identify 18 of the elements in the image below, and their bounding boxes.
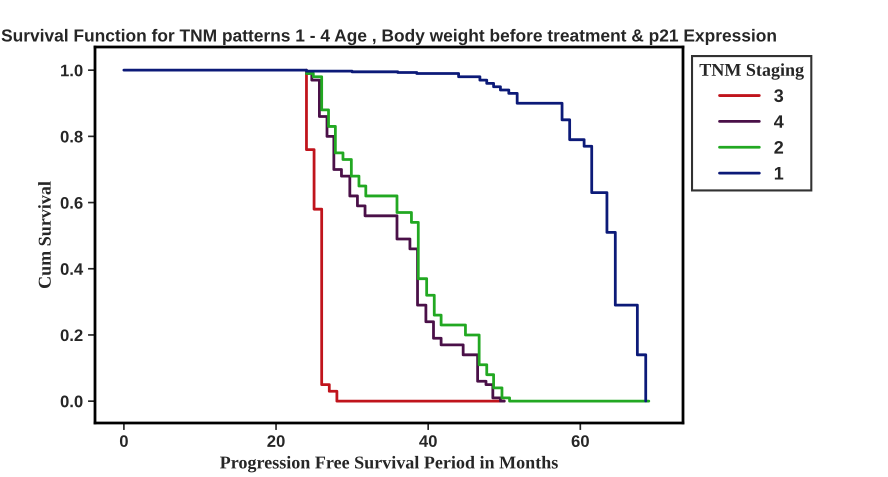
legend-label: 2 xyxy=(774,140,784,154)
legend-title: TNM Staging xyxy=(700,63,804,80)
y-tick-label: 0.4 xyxy=(60,263,84,275)
legend-label: 4 xyxy=(774,115,784,128)
x-axis-title: Progression Free Survival Period in Months xyxy=(220,456,558,472)
x-tick-label: 40 xyxy=(419,435,437,448)
y-tick-label: 0.6 xyxy=(60,196,83,209)
x-tick-label: 20 xyxy=(267,435,285,448)
legend-label: 3 xyxy=(774,89,784,102)
y-tick-label: 1.0 xyxy=(61,64,83,76)
x-tick-label: 0 xyxy=(120,435,128,448)
chart-title: Survival Function for TNM patterns 1 - 4 Age , Body weight before treatment & p21 Expression xyxy=(2,28,776,46)
y-axis-title: Cum Survival xyxy=(38,181,51,288)
y-tick-label: 0.8 xyxy=(60,130,83,143)
legend-label: 1 xyxy=(774,167,784,180)
y-tick-label: 0.0 xyxy=(60,396,83,408)
x-tick-label: 60 xyxy=(572,435,589,448)
y-tick-label: 0.2 xyxy=(60,329,83,342)
